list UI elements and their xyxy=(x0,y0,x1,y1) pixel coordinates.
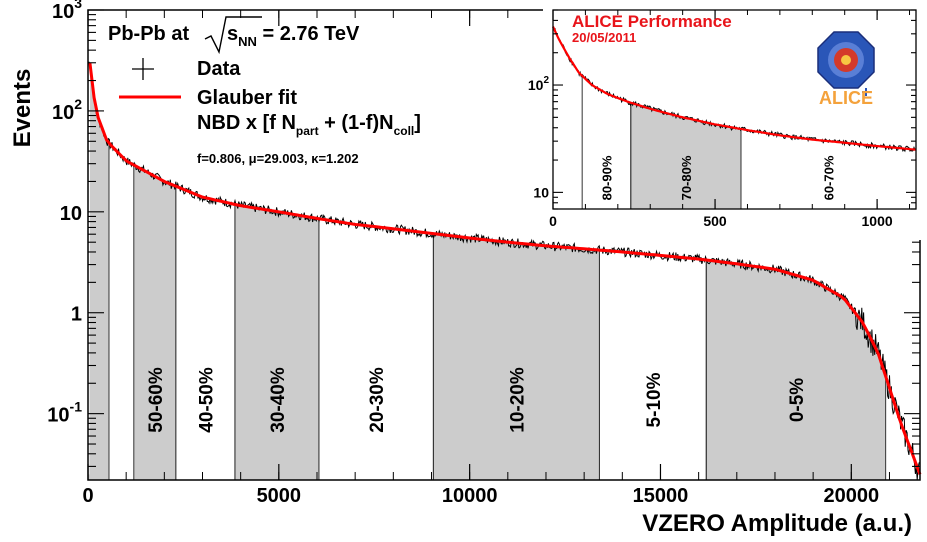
legend-formula-a: NBD x [f N xyxy=(197,112,296,134)
inset-series-group xyxy=(552,26,917,153)
y-tick-label-1-1: 10 xyxy=(533,184,549,200)
x-tick-label-1-0: 0 xyxy=(549,213,557,229)
y-tick-label-1-0: 102 xyxy=(528,75,550,93)
y-tick-label-0-4: 10-1 xyxy=(47,399,82,427)
x-tick-label-0-1: 5000 xyxy=(257,485,302,507)
centrality-label-0-0: 0-5% xyxy=(787,378,808,422)
legend-system-var: s xyxy=(227,23,238,45)
legend-system-prefix: Pb-Pb at xyxy=(108,23,189,45)
y-tick-label-0-1: 102 xyxy=(52,96,82,124)
series-data-1 xyxy=(552,26,917,153)
y-tick-label-0-0: 103 xyxy=(52,0,82,23)
y-tick-exp-0-0: 3 xyxy=(74,0,82,11)
legend-formula-b: + (1-f)N xyxy=(319,112,394,134)
sqrt-symbol xyxy=(204,16,262,55)
y-tick-exp-1-0: 2 xyxy=(543,75,549,86)
centrality-band-0-0 xyxy=(706,260,886,480)
centrality-band-0-7 xyxy=(88,64,109,481)
legend-fit-label: Glauber fit xyxy=(197,87,297,109)
legend-data-label: Data xyxy=(197,58,241,80)
centrality-band-0-6 xyxy=(133,165,176,480)
centrality-band-0-2 xyxy=(433,233,600,480)
legend-fit-params: f=0.806, μ=29.003, κ=1.202 xyxy=(197,151,359,166)
y-tick-exp-0-1: 2 xyxy=(74,96,82,112)
centrality-label-1-0: 60-70% xyxy=(821,155,836,200)
centrality-band-1-1 xyxy=(630,102,741,209)
centrality-label-0-6: 50-60% xyxy=(146,367,167,433)
y-tick-base-0-1: 10 xyxy=(52,102,74,124)
centrality-label-0-1: 5-10% xyxy=(644,372,665,427)
series-fit-1 xyxy=(552,26,917,151)
main-plot-frame xyxy=(87,9,921,481)
inset-subtitle: 20/05/2011 xyxy=(572,30,636,45)
centrality-band-0-4 xyxy=(234,204,319,480)
x-tick-label-1-1: 500 xyxy=(703,213,727,229)
y-tick-base-0-0: 10 xyxy=(52,1,74,23)
series-data-0 xyxy=(87,61,921,481)
logo-center xyxy=(841,55,851,65)
legend-system-sub: NN xyxy=(238,34,257,49)
inset-centrality-bands: 60-70% 70-80% 80-90% xyxy=(581,75,836,209)
y-axis-label: Events xyxy=(9,69,36,148)
x-tick-label-1-2: 1000 xyxy=(862,213,893,229)
centrality-label-0-3: 20-30% xyxy=(367,367,388,433)
x-tick-label-0-2: 10000 xyxy=(442,485,498,507)
y-tick-exp-0-4: -1 xyxy=(70,399,83,415)
centrality-label-1-1: 70-80% xyxy=(679,155,694,200)
x-tick-label-0-4: 20000 xyxy=(823,485,879,507)
x-tick-label-0-3: 15000 xyxy=(633,485,689,507)
centrality-label-1-2: 80-90% xyxy=(599,155,614,200)
y-tick-label-0-3: 1 xyxy=(71,304,82,326)
main-centrality-bands: 0-5% 5-10% 10-20% 20-30% 30-40% 40-50% 50-60% xyxy=(88,64,887,481)
y-tick-base-1-0: 10 xyxy=(528,77,544,93)
logo-arrow xyxy=(862,88,870,96)
alice-logo: ALICE xyxy=(817,31,875,108)
x-axis-label: VZERO Amplitude (a.u.) xyxy=(642,510,912,537)
legend-system-energy: sNN = 2.76 TeV xyxy=(227,23,360,49)
centrality-label-0-5: 40-50% xyxy=(196,367,217,433)
logo-text: ALICE xyxy=(819,88,873,108)
legend-fit-formula: NBD x [f Npart + (1-f)Ncoll] xyxy=(197,112,421,138)
legend-system-energy-value: = 2.76 TeV xyxy=(257,23,360,45)
legend: Pb-Pb at sNN = 2.76 TeV Data Glauber fit… xyxy=(108,16,421,166)
series-fit-0 xyxy=(88,62,922,475)
x-tick-label-0-0: 0 xyxy=(82,485,93,507)
legend-formula-sub1: part xyxy=(296,124,319,138)
legend-system-line: Pb-Pb at xyxy=(108,23,189,45)
inset-title: ALICE Performance xyxy=(572,12,732,31)
inset-plot-frame xyxy=(552,9,917,210)
legend-formula-sub2: coll xyxy=(394,124,415,138)
centrality-label-0-4: 30-40% xyxy=(268,367,289,433)
y-tick-label-0-2: 10 xyxy=(60,203,82,225)
main-series-group xyxy=(87,61,922,481)
centrality-label-0-2: 10-20% xyxy=(507,367,528,433)
y-tick-base-0-4: 10 xyxy=(47,405,69,427)
legend-formula-c: ] xyxy=(414,112,421,134)
